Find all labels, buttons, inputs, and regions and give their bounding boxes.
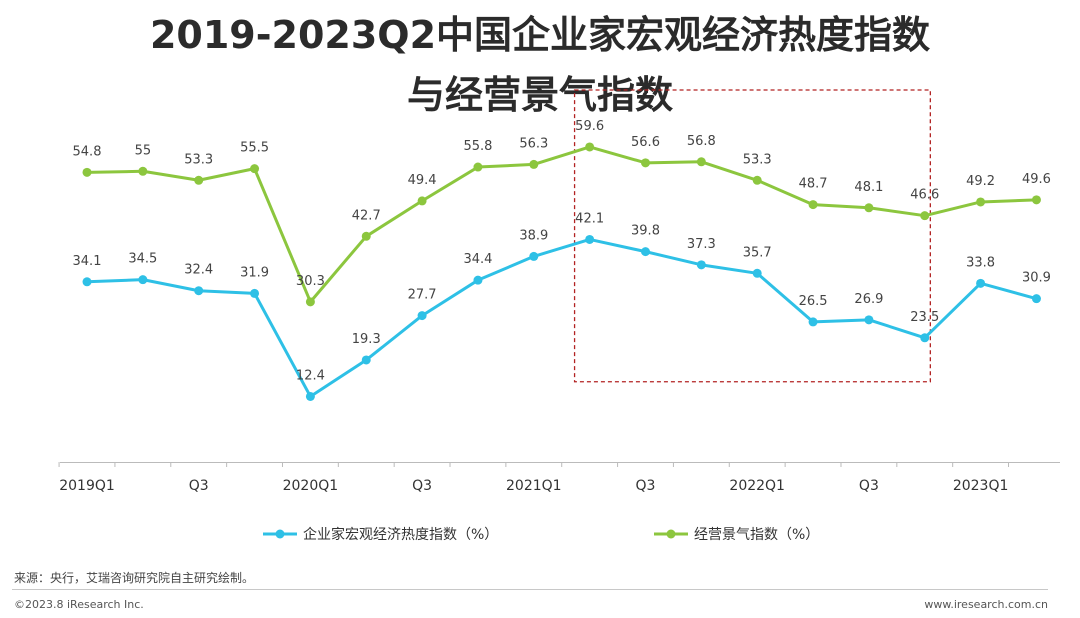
data-label: 26.5: [799, 294, 828, 309]
data-point: [864, 315, 874, 325]
data-point: [194, 175, 204, 185]
data-label: 30.9: [1022, 271, 1051, 286]
data-label: 56.3: [519, 136, 548, 151]
x-tick-label: 2021Q1: [506, 478, 562, 494]
data-point: [920, 211, 930, 221]
data-label: 42.1: [575, 211, 604, 226]
data-point: [194, 286, 204, 296]
x-tick-label: 2020Q1: [283, 478, 339, 494]
chart-title-line-2: 与经营景气指数: [406, 73, 673, 117]
x-tick-label: 2023Q1: [953, 478, 1009, 494]
data-label: 59.6: [575, 119, 604, 134]
series-line-2: [86, 145, 1037, 304]
data-point: [473, 162, 483, 172]
data-point: [976, 278, 986, 288]
highlight-box: [573, 89, 931, 383]
data-label: 12.4: [296, 368, 325, 383]
data-point: [696, 157, 706, 167]
data-label: 37.3: [687, 237, 716, 252]
data-label: 55: [135, 143, 152, 158]
data-label: 48.1: [854, 180, 883, 195]
source-note: 来源：央行，艾瑞咨询研究院自主研究绘制。: [14, 571, 255, 585]
data-label: 34.1: [73, 254, 102, 269]
data-point: [752, 268, 762, 278]
data-point: [305, 391, 315, 401]
data-label: 46.6: [910, 188, 939, 203]
footer-divider: [12, 589, 1048, 590]
data-label: 26.9: [854, 292, 883, 307]
data-label: 49.6: [1022, 172, 1051, 187]
data-label: 53.3: [743, 152, 772, 167]
data-point: [1031, 294, 1041, 304]
data-label: 32.4: [184, 263, 213, 278]
x-tick-label: 2019Q1: [59, 478, 115, 494]
data-label: 56.8: [687, 134, 716, 149]
data-label: 34.4: [463, 252, 492, 267]
data-point: [361, 355, 371, 365]
data-label: 38.9: [519, 228, 548, 243]
data-point: [585, 234, 595, 244]
legend-marker: [275, 529, 285, 539]
data-label: 39.8: [631, 224, 660, 239]
data-point: [696, 260, 706, 270]
data-label: 56.6: [631, 135, 660, 150]
legend-label: 企业家宏观经济热度指数（%）: [303, 526, 498, 543]
data-label: 42.7: [352, 208, 381, 223]
data-label: 30.3: [296, 274, 325, 289]
x-tick-label: 2022Q1: [729, 478, 785, 494]
data-point: [808, 317, 818, 327]
data-point: [250, 164, 260, 174]
legend-marker: [666, 529, 676, 539]
data-point: [417, 196, 427, 206]
website: www.iresearch.com.cn: [924, 598, 1048, 611]
data-point: [585, 142, 595, 152]
data-label: 35.7: [743, 245, 772, 260]
data-point: [473, 275, 483, 285]
data-label: 19.3: [352, 332, 381, 347]
data-point: [250, 288, 260, 298]
data-point: [138, 166, 148, 176]
chart-title-line-1: 2019-2023Q2中国企业家宏观经济热度指数: [149, 13, 931, 57]
data-label: 55.5: [240, 141, 269, 156]
legend-label: 经营景气指数（%）: [694, 527, 819, 543]
data-point: [361, 231, 371, 241]
data-point: [305, 297, 315, 307]
data-label: 53.3: [184, 152, 213, 167]
data-label: 33.8: [966, 255, 995, 270]
data-point: [529, 159, 539, 169]
line-chart: 2019Q1 Q3 2020Q1 Q3 2021Q1 Q3 2022Q1 Q3 2023Q1 34…: [58, 89, 1060, 543]
x-tick-label: Q3: [859, 478, 879, 494]
data-point: [1031, 195, 1041, 205]
data-label: 55.8: [463, 139, 492, 154]
x-tick-label: Q3: [189, 478, 209, 494]
data-point: [82, 167, 92, 177]
data-point: [82, 277, 92, 287]
data-label: 49.4: [408, 173, 437, 188]
data-point: [529, 251, 539, 261]
data-point: [641, 158, 650, 168]
data-point: [864, 203, 874, 213]
x-tick-label: Q3: [412, 478, 432, 494]
data-point: [417, 311, 427, 321]
data-label: 27.7: [408, 288, 437, 303]
data-label: 31.9: [240, 265, 269, 280]
data-point: [641, 247, 650, 257]
data-label: 23.5: [910, 310, 939, 325]
data-label: 49.2: [966, 174, 995, 189]
data-label: 48.7: [799, 177, 828, 192]
data-label: 54.8: [73, 144, 102, 159]
data-point: [808, 200, 818, 210]
data-label: 34.5: [128, 252, 157, 267]
copyright: ©2023.8 iResearch Inc.: [14, 598, 144, 611]
data-point: [752, 175, 762, 185]
series-line-1: [86, 237, 1037, 398]
data-point: [138, 275, 148, 285]
data-point: [976, 197, 986, 207]
x-tick-label: Q3: [636, 478, 656, 494]
data-point: [920, 333, 930, 343]
